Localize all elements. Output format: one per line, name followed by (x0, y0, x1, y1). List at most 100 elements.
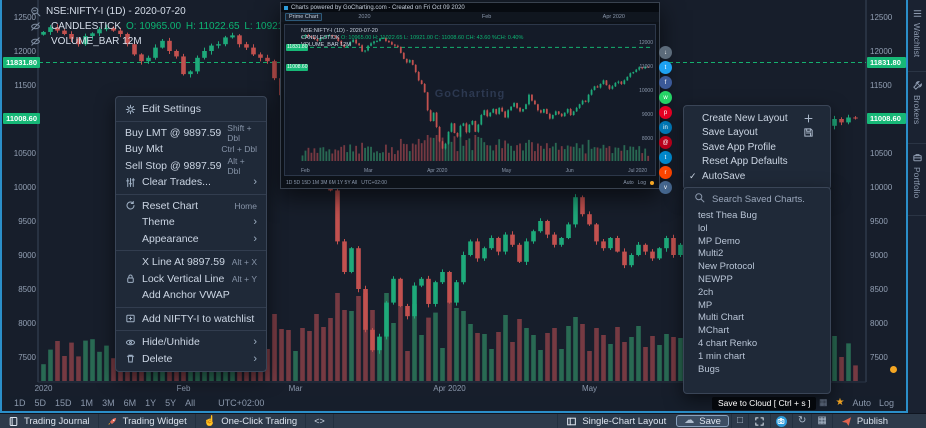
sidebar-tab-brokers[interactable]: Brokers (908, 72, 926, 144)
favorite-star-icon[interactable]: ★ (835, 397, 845, 408)
saved-chart-item[interactable]: lol (698, 222, 708, 234)
saved-chart-item[interactable]: 2ch (698, 286, 714, 298)
email-icon[interactable]: @ (659, 136, 672, 149)
range-5y[interactable]: 5Y (165, 397, 177, 408)
single-chart-layout-button[interactable]: Single-Chart Layout (557, 414, 674, 428)
range-3m[interactable]: 3M (102, 397, 115, 408)
one-click-trading-button[interactable]: ☝ One-Click Trading (196, 414, 307, 428)
menu-item-theme[interactable]: Theme › (116, 214, 266, 231)
linkedin-icon[interactable]: in (659, 121, 672, 134)
timezone-label[interactable]: UTC+02:00 (218, 397, 265, 408)
telegram-icon[interactable]: t (659, 151, 672, 164)
range-1y[interactable]: 1Y (145, 397, 157, 408)
preview-auto-label: Auto (623, 179, 634, 186)
saved-chart-item[interactable]: NEWPP (698, 273, 733, 285)
menu-item-buy-lmt-9897-59[interactable]: Buy LMT @ 9897.59 Shift + Dbl (116, 123, 266, 143)
grid-settings-icon[interactable]: ▦ (818, 397, 828, 407)
paper-plane-icon (841, 416, 852, 427)
whatsapp-icon[interactable]: w (659, 91, 672, 104)
menu-item-hide-unhide[interactable]: Hide/Unhide › (116, 334, 266, 351)
menu-item-appearance[interactable]: Appearance › (116, 231, 266, 248)
range-all[interactable]: All (185, 397, 196, 408)
saved-chart-item[interactable]: test Thea Bug (698, 210, 757, 221)
refresh-button[interactable]: ↻ (791, 414, 811, 428)
range-5d[interactable]: 5D (34, 397, 47, 408)
columns-button[interactable]: ▦ (811, 414, 831, 428)
twitter-icon[interactable]: t (659, 61, 672, 74)
sidebar-tab-watchlist[interactable]: Watchlist (908, 0, 926, 72)
layout-menu-item-save-app-profile[interactable]: Save App Profile (684, 140, 830, 155)
publish-button[interactable]: Publish (831, 414, 896, 428)
saved-chart-item[interactable]: New Protocol (698, 261, 755, 273)
preview-price-tick: 8000 (641, 135, 653, 142)
saved-chart-item[interactable]: Multi2 (698, 248, 724, 260)
snapshot-button[interactable] (769, 414, 792, 428)
reddit-icon[interactable]: r (659, 166, 672, 179)
submenu-arrow-icon: › (253, 232, 257, 245)
log-scale-toggle[interactable]: Log (878, 397, 894, 408)
menu-item-label: Add Anchor VWAP (142, 289, 230, 302)
facebook-icon[interactable]: f (659, 76, 672, 89)
menu-item-lock-vertical-line[interactable]: Lock Vertical Line Alt + Y (116, 271, 266, 288)
tab-prime-chart[interactable]: Prime Chart (285, 13, 323, 21)
vk-icon[interactable]: v (659, 181, 672, 194)
price-tick: 8500 (18, 285, 36, 294)
menu-separator (116, 250, 266, 251)
layout-menu-item-create-new-layout[interactable]: Create New Layout (684, 111, 830, 126)
menu-item-buy-mkt[interactable]: Buy Mkt Ctrl + Dbl (116, 141, 266, 158)
screenshot-frame-button[interactable]: □ (730, 414, 748, 428)
layout-menu-label: AutoSave (702, 170, 746, 182)
code-snippet-button[interactable]: <> (306, 414, 334, 428)
fullscreen-button[interactable] (747, 414, 770, 428)
trading-journal-button[interactable]: Trading Journal (0, 414, 99, 428)
saved-chart-item[interactable]: 1 min chart (698, 350, 745, 362)
menu-item-delete[interactable]: Delete › (116, 351, 266, 368)
menu-item-add-nifty-i-to-watchlist[interactable]: Add NIFTY-I to watchlist (116, 311, 266, 328)
visibility-icon[interactable] (30, 21, 41, 32)
search-input[interactable] (712, 193, 822, 205)
menu-item-add-anchor-vwap[interactable]: Add Anchor VWAP (116, 287, 266, 304)
preview-month-label: Jul 2020 (628, 168, 647, 174)
right-sidebar: Watchlist Brokers Portfolio (908, 0, 926, 413)
preview-nav-label: 2020 (358, 14, 371, 20)
preview-month-label: Mar (364, 168, 373, 174)
price-tick: 10000 (870, 183, 893, 192)
layout-menu-item-autosave[interactable]: ✓ AutoSave (684, 169, 830, 184)
range-1m[interactable]: 1M (80, 397, 94, 408)
shortcut-label: Alt + X (231, 257, 257, 268)
saved-chart-item[interactable]: 4 chart Renko (698, 337, 758, 349)
save-button[interactable]: ☁ Save (676, 415, 729, 427)
trading-widget-button[interactable]: Trading Widget (99, 414, 196, 428)
lock-icon (125, 273, 142, 284)
saved-chart-item[interactable]: Multi Chart (698, 312, 744, 324)
menu-item-reset-chart[interactable]: Reset Chart Home (116, 198, 266, 215)
saved-chart-item[interactable]: MChart (698, 325, 730, 337)
layout-menu-label: Save App Profile (702, 141, 776, 153)
expand-icon (754, 416, 765, 427)
layout-menu-item-reset-app-defaults[interactable]: Reset App Defaults (684, 155, 830, 170)
range-6m[interactable]: 6M (123, 397, 137, 408)
menu-item-clear-trades[interactable]: Clear Trades... › (116, 174, 266, 191)
sidebar-tab-portfolio[interactable]: Portfolio (908, 144, 926, 216)
saved-chart-item[interactable]: Bugs (698, 363, 720, 375)
visibility-icon[interactable] (30, 36, 41, 47)
pinterest-icon[interactable]: p (659, 106, 672, 119)
menu-item-edit-settings[interactable]: Edit Settings (116, 101, 266, 118)
price-tick: 11500 (14, 81, 36, 90)
auto-scale-toggle[interactable]: Auto (852, 397, 871, 408)
saved-chart-item[interactable]: MP (698, 299, 713, 311)
saved-charts-search[interactable] (684, 188, 830, 210)
download-icon[interactable]: ↓ (659, 46, 672, 59)
layout-menu-item-save-layout[interactable]: Save Layout (684, 126, 830, 141)
range-15d[interactable]: 15D (55, 397, 72, 408)
magnifier-icon[interactable] (30, 6, 41, 17)
range-1d[interactable]: 1D (14, 397, 26, 408)
journal-icon (8, 416, 19, 427)
preview-nav-label: Apr 2020 (602, 14, 625, 20)
menu-item-x-line-at-9897-59[interactable]: X Line At 9897.59 Alt + X (116, 254, 266, 271)
menu-item-sell-stop-9897-59[interactable]: Sell Stop @ 9897.59 Alt + Dbl (116, 156, 266, 176)
menu-separator (116, 193, 266, 195)
refresh-icon: ↻ (797, 415, 807, 426)
saved-chart-item[interactable]: MP Demo (698, 235, 741, 247)
layout-menu: Create New Layout Save Layout Save App Pro… (683, 105, 831, 190)
